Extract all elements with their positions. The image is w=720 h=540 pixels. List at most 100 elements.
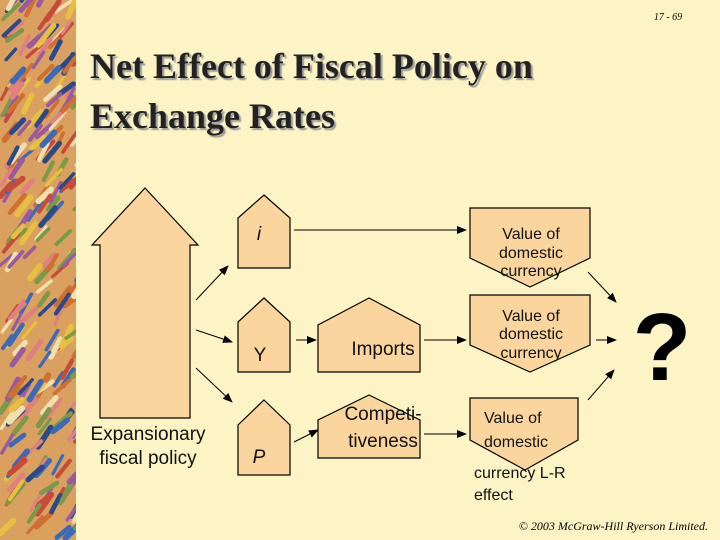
node-shape	[469, 294, 591, 373]
brush-stroke	[7, 302, 27, 321]
brush-stroke	[57, 247, 76, 270]
brush-stroke	[1, 2, 21, 22]
brush-stroke	[71, 512, 76, 524]
connectors	[195, 226, 617, 443]
brush-stroke	[12, 339, 28, 357]
node-shape	[317, 394, 421, 459]
brush-stroke	[7, 457, 28, 477]
brush-stroke	[41, 252, 58, 269]
brush-stroke	[53, 292, 71, 316]
node-label: currency	[500, 345, 561, 362]
node-label: domestic	[484, 434, 548, 451]
brush-stroke	[35, 226, 51, 243]
brush-stroke	[18, 0, 34, 13]
brush-stroke	[19, 220, 38, 246]
brush-stroke	[25, 464, 45, 483]
question-mark: ?	[633, 294, 692, 401]
node-label: effect	[474, 487, 513, 504]
title-line: Net Effect of Fiscal Policy on	[90, 46, 533, 86]
brush-stroke	[27, 439, 44, 455]
brush-stroke	[53, 0, 73, 14]
brush-stroke	[18, 62, 34, 83]
brush-stroke	[34, 510, 55, 530]
brush-stroke	[18, 395, 40, 421]
brush-stroke	[49, 493, 63, 515]
brush-stroke	[6, 93, 26, 115]
brush-stroke	[7, 479, 25, 502]
brush-stroke	[50, 417, 70, 435]
brush-stroke	[44, 328, 60, 352]
brush-stroke	[54, 229, 73, 246]
brush-stroke	[25, 338, 44, 362]
page-number: 17 - 69	[654, 12, 682, 23]
brush-stroke	[44, 0, 62, 23]
brush-stroke	[36, 290, 51, 308]
brush-stroke	[43, 65, 62, 84]
brush-stroke	[60, 358, 75, 380]
brush-stroke	[61, 250, 76, 268]
node-shape	[317, 297, 421, 373]
brush-stroke	[6, 20, 25, 37]
brush-stroke	[0, 517, 17, 537]
decorative-strip	[0, 0, 76, 540]
brush-stroke	[60, 94, 76, 114]
brush-stroke	[60, 19, 73, 36]
brush-stroke	[18, 34, 31, 57]
brush-stroke	[0, 433, 15, 455]
brush-stroke	[48, 180, 63, 204]
node-label: currency L-R	[474, 465, 566, 482]
brush-stroke	[36, 63, 55, 82]
brush-stroke	[28, 134, 48, 151]
node-label: tiveness	[348, 431, 418, 452]
brush-stroke	[6, 175, 26, 193]
brush-stroke	[27, 262, 43, 282]
brush-stroke	[7, 375, 28, 399]
node-label: Competi-	[344, 404, 421, 425]
brush-stroke	[9, 346, 26, 368]
node-label: P	[253, 447, 266, 468]
node-shape	[237, 399, 291, 476]
brush-stroke	[70, 100, 76, 110]
brush-stroke	[28, 123, 43, 142]
brush-stroke	[38, 480, 60, 496]
node-label: Imports	[351, 339, 414, 360]
brush-stroke	[51, 454, 65, 476]
brush-stroke	[56, 81, 76, 97]
brush-stroke	[14, 194, 34, 218]
brush-stroke	[55, 458, 72, 479]
brush-stroke	[0, 168, 13, 188]
title-line: Exchange Rates	[90, 96, 335, 136]
brush-stroke	[6, 405, 26, 425]
brush-stroke	[37, 298, 58, 317]
brush-stroke	[64, 329, 76, 340]
brush-stroke	[61, 131, 76, 154]
brush-stroke	[8, 396, 25, 413]
brush-stroke	[65, 0, 76, 20]
brush-stroke	[62, 523, 76, 540]
brush-stroke	[58, 172, 76, 190]
brush-stroke	[17, 306, 39, 326]
brush-stroke	[7, 249, 25, 269]
brush-stroke	[9, 81, 25, 101]
brush-stroke	[0, 253, 14, 268]
brush-stroke	[45, 253, 59, 272]
brush-stroke	[52, 370, 65, 388]
brush-stroke	[26, 199, 44, 222]
brush-stroke	[17, 378, 34, 396]
brush-stroke	[37, 417, 53, 436]
brush-stroke	[4, 28, 25, 43]
node-shape	[237, 297, 291, 373]
brush-stroke	[11, 312, 23, 332]
shapes	[90, 187, 591, 476]
brush-stroke	[54, 524, 72, 540]
brush-stroke	[7, 322, 25, 347]
brush-stroke	[48, 110, 67, 131]
brush-stroke	[17, 119, 32, 136]
node-label: Expansionary	[90, 424, 206, 445]
brush-stroke	[26, 33, 44, 49]
brush-stroke	[21, 321, 38, 340]
brush-stroke	[42, 140, 63, 164]
brush-stroke	[34, 108, 49, 128]
brush-stroke	[35, 22, 57, 48]
